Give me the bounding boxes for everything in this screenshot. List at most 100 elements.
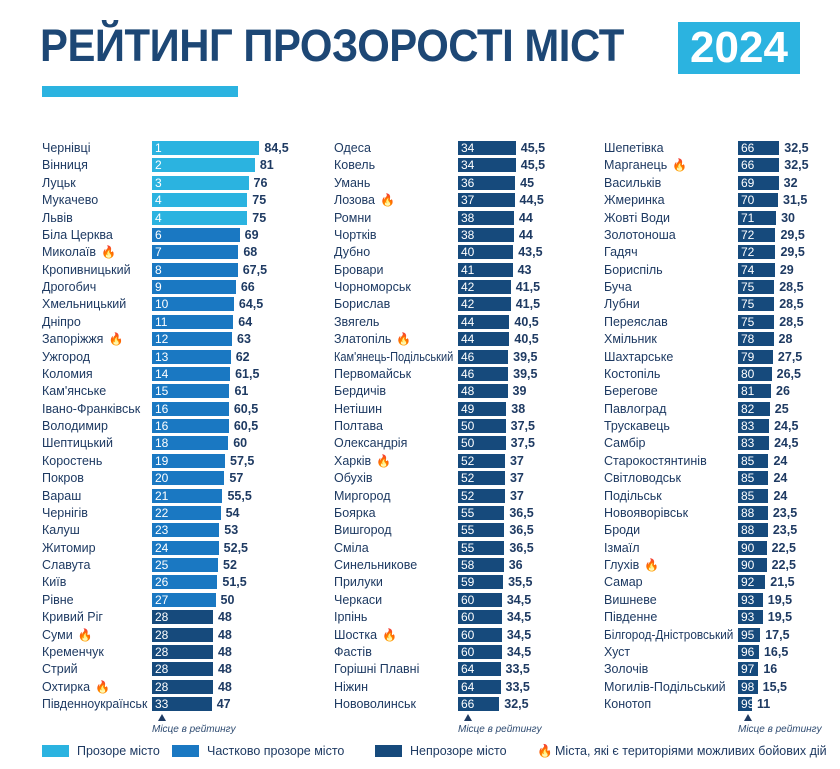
city-name: Славута [42,558,90,573]
table-row: Коростень 19 57,5 [42,453,302,470]
rank-label: 8 [155,262,162,277]
score-label: 33,5 [505,662,530,677]
city-name-text: Кропивницький [42,262,131,277]
city-name-text: Бровари [334,262,384,277]
score-bar: 9 [152,280,236,294]
rank-label: 28 [155,644,169,659]
city-name: Харків 🔥 [334,454,391,469]
city-name-text: Чортків [334,227,377,242]
score-label: 32 [783,175,798,190]
fire-icon: 🔥 [108,332,124,347]
city-name: Охтирка 🔥 [42,680,110,695]
score-label: 36,5 [509,540,534,555]
score-bar: 66 [738,158,780,173]
score-label: 35,5 [508,575,533,590]
city-name: Дніпро [42,315,81,330]
rank-label: 59 [461,575,475,590]
score-bar: 12 [152,332,232,347]
city-name: Покров [42,471,84,486]
city-name-text: Умань [334,175,371,190]
city-name: Шептицький [42,436,113,451]
city-name-text: Вінниця [42,158,88,173]
city-name: Трускавець [604,419,670,434]
table-row: Мукачево 4 75 [42,192,302,209]
score-bar: 50 [458,419,506,433]
score-label: 37,5 [510,436,535,451]
rank-label: 34 [461,158,475,173]
city-name-text: Ромни [334,210,372,225]
score-bar: 4 [152,193,248,208]
rank-label: 49 [461,401,475,416]
score-label: 34,5 [506,644,532,659]
table-row: Лозова 🔥 37 44,5 [334,192,594,209]
fire-icon: 🔥 [382,627,398,642]
table-row: Львів 4 75 [42,210,302,227]
table-row: Синельникове 58 36 [334,557,594,574]
table-row: Черкаси 60 34,5 [334,592,594,609]
city-name: Прилуки [334,575,383,590]
score-label: 75 [252,210,267,225]
city-name-text: Золотоноша [604,227,676,242]
city-name-text: Кам'янець-Подільський [334,349,454,364]
rank-label: 98 [741,679,755,694]
score-bar: 28 [152,644,213,659]
fire-icon: 🔥 [396,332,412,347]
table-row: Південноукраїнськ 33 47 [42,696,302,713]
city-name: Світловодськ [604,471,681,486]
score-bar: 3 [152,175,249,190]
city-name-text: Чернігів [42,505,88,520]
score-label: 57,5 [230,453,255,468]
score-label: 28 [778,332,793,347]
city-name: Кропивницький [42,263,131,278]
rank-label: 92 [741,575,755,590]
table-row: Вишневе 93 19,5 [604,592,840,609]
score-label: 64,5 [238,297,264,312]
rank-label: 9 [155,280,162,294]
city-name-text: Хмільник [604,332,657,347]
rank-label: 72 [741,245,755,260]
city-name-text: Обухів [334,471,373,486]
score-bar: 82 [738,401,770,416]
city-name-text: Черкаси [334,592,383,607]
city-name: Синельникове [334,558,417,573]
score-bar: 75 [738,314,775,329]
rank-label: 75 [741,280,755,294]
score-label: 60,5 [233,419,259,433]
city-name-text: Переяслав [604,314,668,329]
score-bar: 66 [738,141,780,155]
score-bar: 85 [738,453,769,468]
city-name: Чорноморськ [334,280,411,295]
table-row: Могилів-Подільський 98 15,5 [604,679,840,696]
score-label: 39,5 [513,349,538,364]
rank-label: 79 [741,349,755,364]
city-name: Білгород-Дністровський [604,628,733,643]
table-row: Ромни 38 44 [334,210,594,227]
city-name-text: Бориспіль [604,262,663,277]
city-name: Горішні Плавні [334,662,419,677]
rank-label: 11 [155,314,168,329]
city-name-text: Прилуки [334,575,383,590]
table-row: Костопіль 80 26,5 [604,366,840,383]
table-row: Подільськ 85 24 [604,488,840,505]
city-name-text: Чернівці [42,141,91,155]
score-label: 76 [253,175,268,190]
city-name-text: Львів [42,210,73,225]
table-row: Глухів 🔥 90 22,5 [604,557,840,574]
rank-label: 10 [155,297,169,312]
score-bar: 85 [738,488,769,503]
score-label: 48 [217,662,232,677]
score-bar: 33 [152,697,212,711]
table-row: Дрогобич 9 66 [42,279,302,296]
table-row: Стрий 28 48 [42,661,302,678]
city-name: Дрогобич [42,280,96,295]
rank-label: 75 [741,314,755,329]
table-row: Біла Церква 6 69 [42,227,302,244]
score-label: 22,5 [771,540,796,555]
score-bar: 46 [458,349,509,364]
city-name: Золотоноша [604,228,676,243]
table-row: Білгород-Дністровський 95 17,5 [604,627,840,644]
table-row: Броди 88 23,5 [604,522,840,539]
table-row: Чернігів 22 54 [42,505,302,522]
score-label: 60,5 [233,401,259,416]
table-row: Ірпінь 60 34,5 [334,609,594,626]
